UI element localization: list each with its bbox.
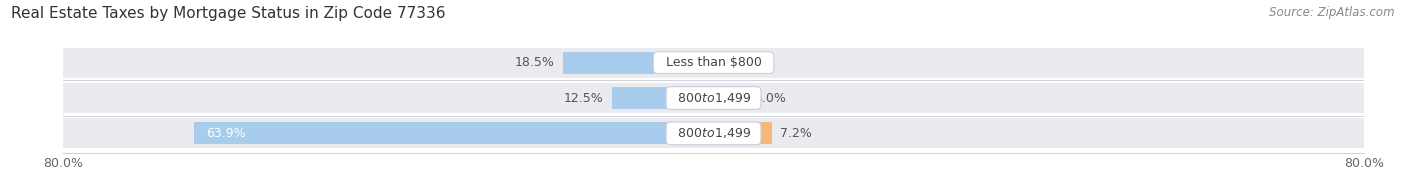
Text: Real Estate Taxes by Mortgage Status in Zip Code 77336: Real Estate Taxes by Mortgage Status in … bbox=[11, 6, 446, 21]
Text: 7.2%: 7.2% bbox=[780, 127, 813, 140]
Text: $800 to $1,499: $800 to $1,499 bbox=[671, 126, 756, 140]
Text: 18.5%: 18.5% bbox=[515, 56, 555, 69]
Bar bbox=[713, 83, 1364, 113]
Text: 2.5%: 2.5% bbox=[742, 56, 773, 69]
Bar bbox=[612, 87, 713, 109]
Bar bbox=[63, 118, 713, 148]
Bar bbox=[194, 122, 713, 144]
Bar bbox=[63, 48, 713, 78]
Text: 4.0%: 4.0% bbox=[754, 92, 786, 104]
Bar bbox=[63, 83, 713, 113]
Bar bbox=[713, 52, 734, 74]
Legend: Without Mortgage, With Mortgage: Without Mortgage, With Mortgage bbox=[582, 192, 845, 196]
Text: Less than $800: Less than $800 bbox=[658, 56, 769, 69]
Text: 63.9%: 63.9% bbox=[207, 127, 246, 140]
Bar bbox=[713, 87, 747, 109]
Text: Source: ZipAtlas.com: Source: ZipAtlas.com bbox=[1270, 6, 1395, 19]
Bar bbox=[564, 52, 713, 74]
Bar bbox=[713, 118, 1364, 148]
Bar bbox=[713, 48, 1364, 78]
Bar bbox=[713, 122, 772, 144]
Text: 12.5%: 12.5% bbox=[564, 92, 603, 104]
Text: $800 to $1,499: $800 to $1,499 bbox=[671, 91, 756, 105]
